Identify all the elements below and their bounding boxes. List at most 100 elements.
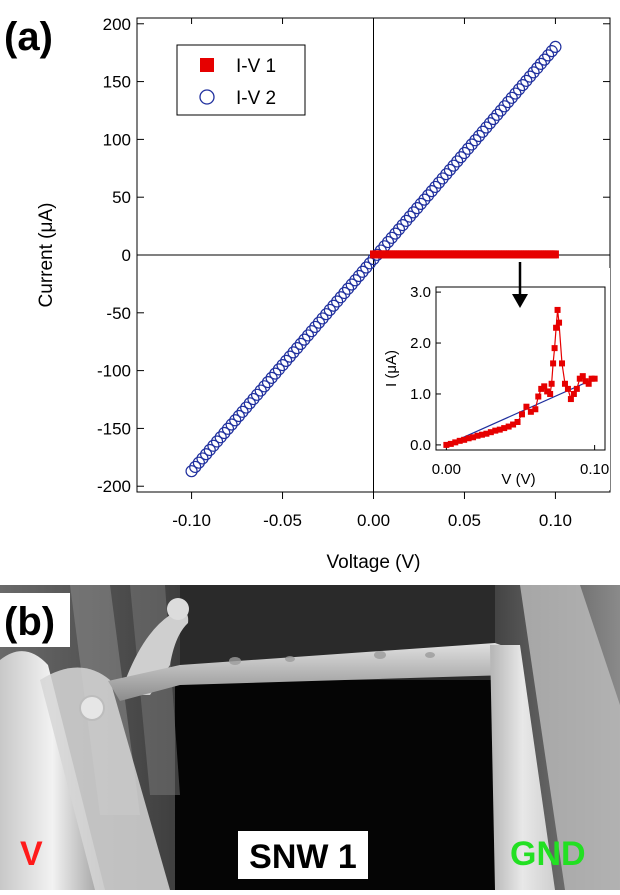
iv2-point	[381, 235, 395, 249]
iv2-point	[185, 465, 198, 478]
y-tick-label: -100	[97, 362, 131, 381]
iv2-point	[305, 325, 318, 338]
iv2-point	[272, 363, 285, 376]
iv2-point	[258, 380, 271, 393]
inset-background	[378, 268, 610, 490]
x-tick-label: 0.05	[448, 511, 481, 530]
iv2-point	[491, 108, 504, 121]
iv2-point	[334, 291, 347, 304]
iv2-point	[443, 163, 457, 177]
x-tick-label: -0.05	[263, 511, 302, 530]
panel-b-label: (b)	[4, 600, 55, 644]
iv2-point	[432, 176, 446, 189]
inset-point	[535, 393, 542, 400]
iv2-point	[407, 206, 420, 219]
inset-point	[452, 439, 459, 446]
inset-point	[527, 408, 534, 415]
inset-point	[474, 432, 481, 439]
inset-point	[573, 385, 580, 392]
iv2-point	[396, 219, 409, 232]
iv2-point	[323, 303, 336, 317]
inset-point	[551, 345, 558, 352]
inset-point	[579, 373, 586, 380]
inset-point	[553, 324, 560, 331]
iv2-point	[290, 342, 304, 355]
iv2-point	[392, 223, 406, 236]
inset-point	[505, 423, 512, 430]
y-tick-label: -50	[106, 304, 131, 323]
y-tick-label: -200	[97, 477, 131, 496]
inset-point	[496, 426, 503, 433]
iv2-point	[509, 87, 522, 100]
iv2-point	[363, 257, 376, 270]
x-tick-label: -0.10	[172, 511, 211, 530]
y-tick-label: 150	[103, 73, 131, 92]
inset-plot: 0.0 1.0 2.0 3.0 0.00 0.10 V (V) I (μA)	[378, 262, 610, 490]
iv2-point	[341, 282, 355, 295]
iv1-point	[551, 250, 559, 259]
inset-point	[447, 440, 454, 447]
iv2-point	[232, 409, 245, 423]
legend-label-iv2: I-V 2	[236, 88, 276, 109]
iv2-point	[250, 388, 264, 401]
inset-point	[585, 380, 592, 387]
inset-y-tick-label: 2.0	[410, 335, 431, 352]
iv2-point	[429, 180, 442, 194]
inset-point	[532, 406, 539, 413]
iv2-point	[549, 40, 562, 54]
iv2-point	[512, 83, 526, 96]
y-tick-label: 50	[112, 188, 131, 207]
iv2-point	[276, 359, 289, 372]
iv2-point	[327, 299, 340, 312]
iv2-point	[505, 91, 518, 104]
iv2-point	[385, 231, 398, 244]
iv2-point	[214, 431, 227, 444]
inset-point	[465, 435, 472, 442]
nanowire-bridge	[108, 643, 515, 701]
inset-point	[541, 383, 548, 390]
iv2-point	[545, 45, 558, 58]
iv2-point	[320, 308, 333, 321]
iv2-point	[352, 269, 366, 283]
gnd-electrode-label: GND	[510, 835, 586, 873]
snw-label: SNW 1	[249, 838, 357, 876]
iv2-point	[447, 159, 460, 172]
y-tick-label: 200	[103, 15, 131, 34]
inset-point	[561, 380, 568, 387]
iv2-point	[516, 78, 529, 92]
iv2-point	[349, 274, 362, 287]
sem-image: V SNW 1 GND (b)	[0, 585, 620, 890]
iv2-point	[454, 151, 467, 164]
legend-label-iv1: I-V 1	[236, 56, 276, 77]
x-tick-label: 0.00	[357, 511, 390, 530]
iv2-point	[425, 185, 438, 198]
iv2-point	[283, 350, 296, 363]
inset-point	[559, 360, 566, 367]
iv2-point	[200, 448, 213, 461]
inset-point	[570, 390, 577, 397]
inset-point	[548, 380, 555, 387]
iv2-point	[331, 295, 344, 308]
iv2-point	[440, 168, 453, 181]
iv2-point	[421, 189, 435, 202]
inset-x-tick-label: 0.00	[432, 461, 461, 478]
legend: I-V 1 I-V 2	[176, 44, 306, 116]
iv2-point	[225, 418, 238, 431]
iv2-point	[436, 172, 449, 185]
inset-x-tick-label: 0.10	[580, 461, 609, 478]
inset-point	[461, 436, 468, 443]
iv2-point	[465, 138, 478, 151]
iv2-point	[338, 286, 351, 300]
inset-point	[514, 418, 521, 425]
iv2-point	[345, 278, 358, 291]
inset-point	[554, 306, 561, 313]
x-tick-label: 0.10	[539, 511, 572, 530]
inset-point	[523, 403, 530, 410]
iv2-point	[189, 460, 202, 474]
y-tick-label: -150	[97, 419, 131, 438]
panel-b-label-box	[0, 593, 70, 647]
iv2-point	[483, 117, 497, 130]
right-electrode-pillar	[490, 645, 555, 890]
iv2-point	[312, 316, 326, 329]
iv-chart: (a) -200 -150 -100 -50 0 50 100 150 200 -0.10 -0.0…	[4, 15, 611, 573]
